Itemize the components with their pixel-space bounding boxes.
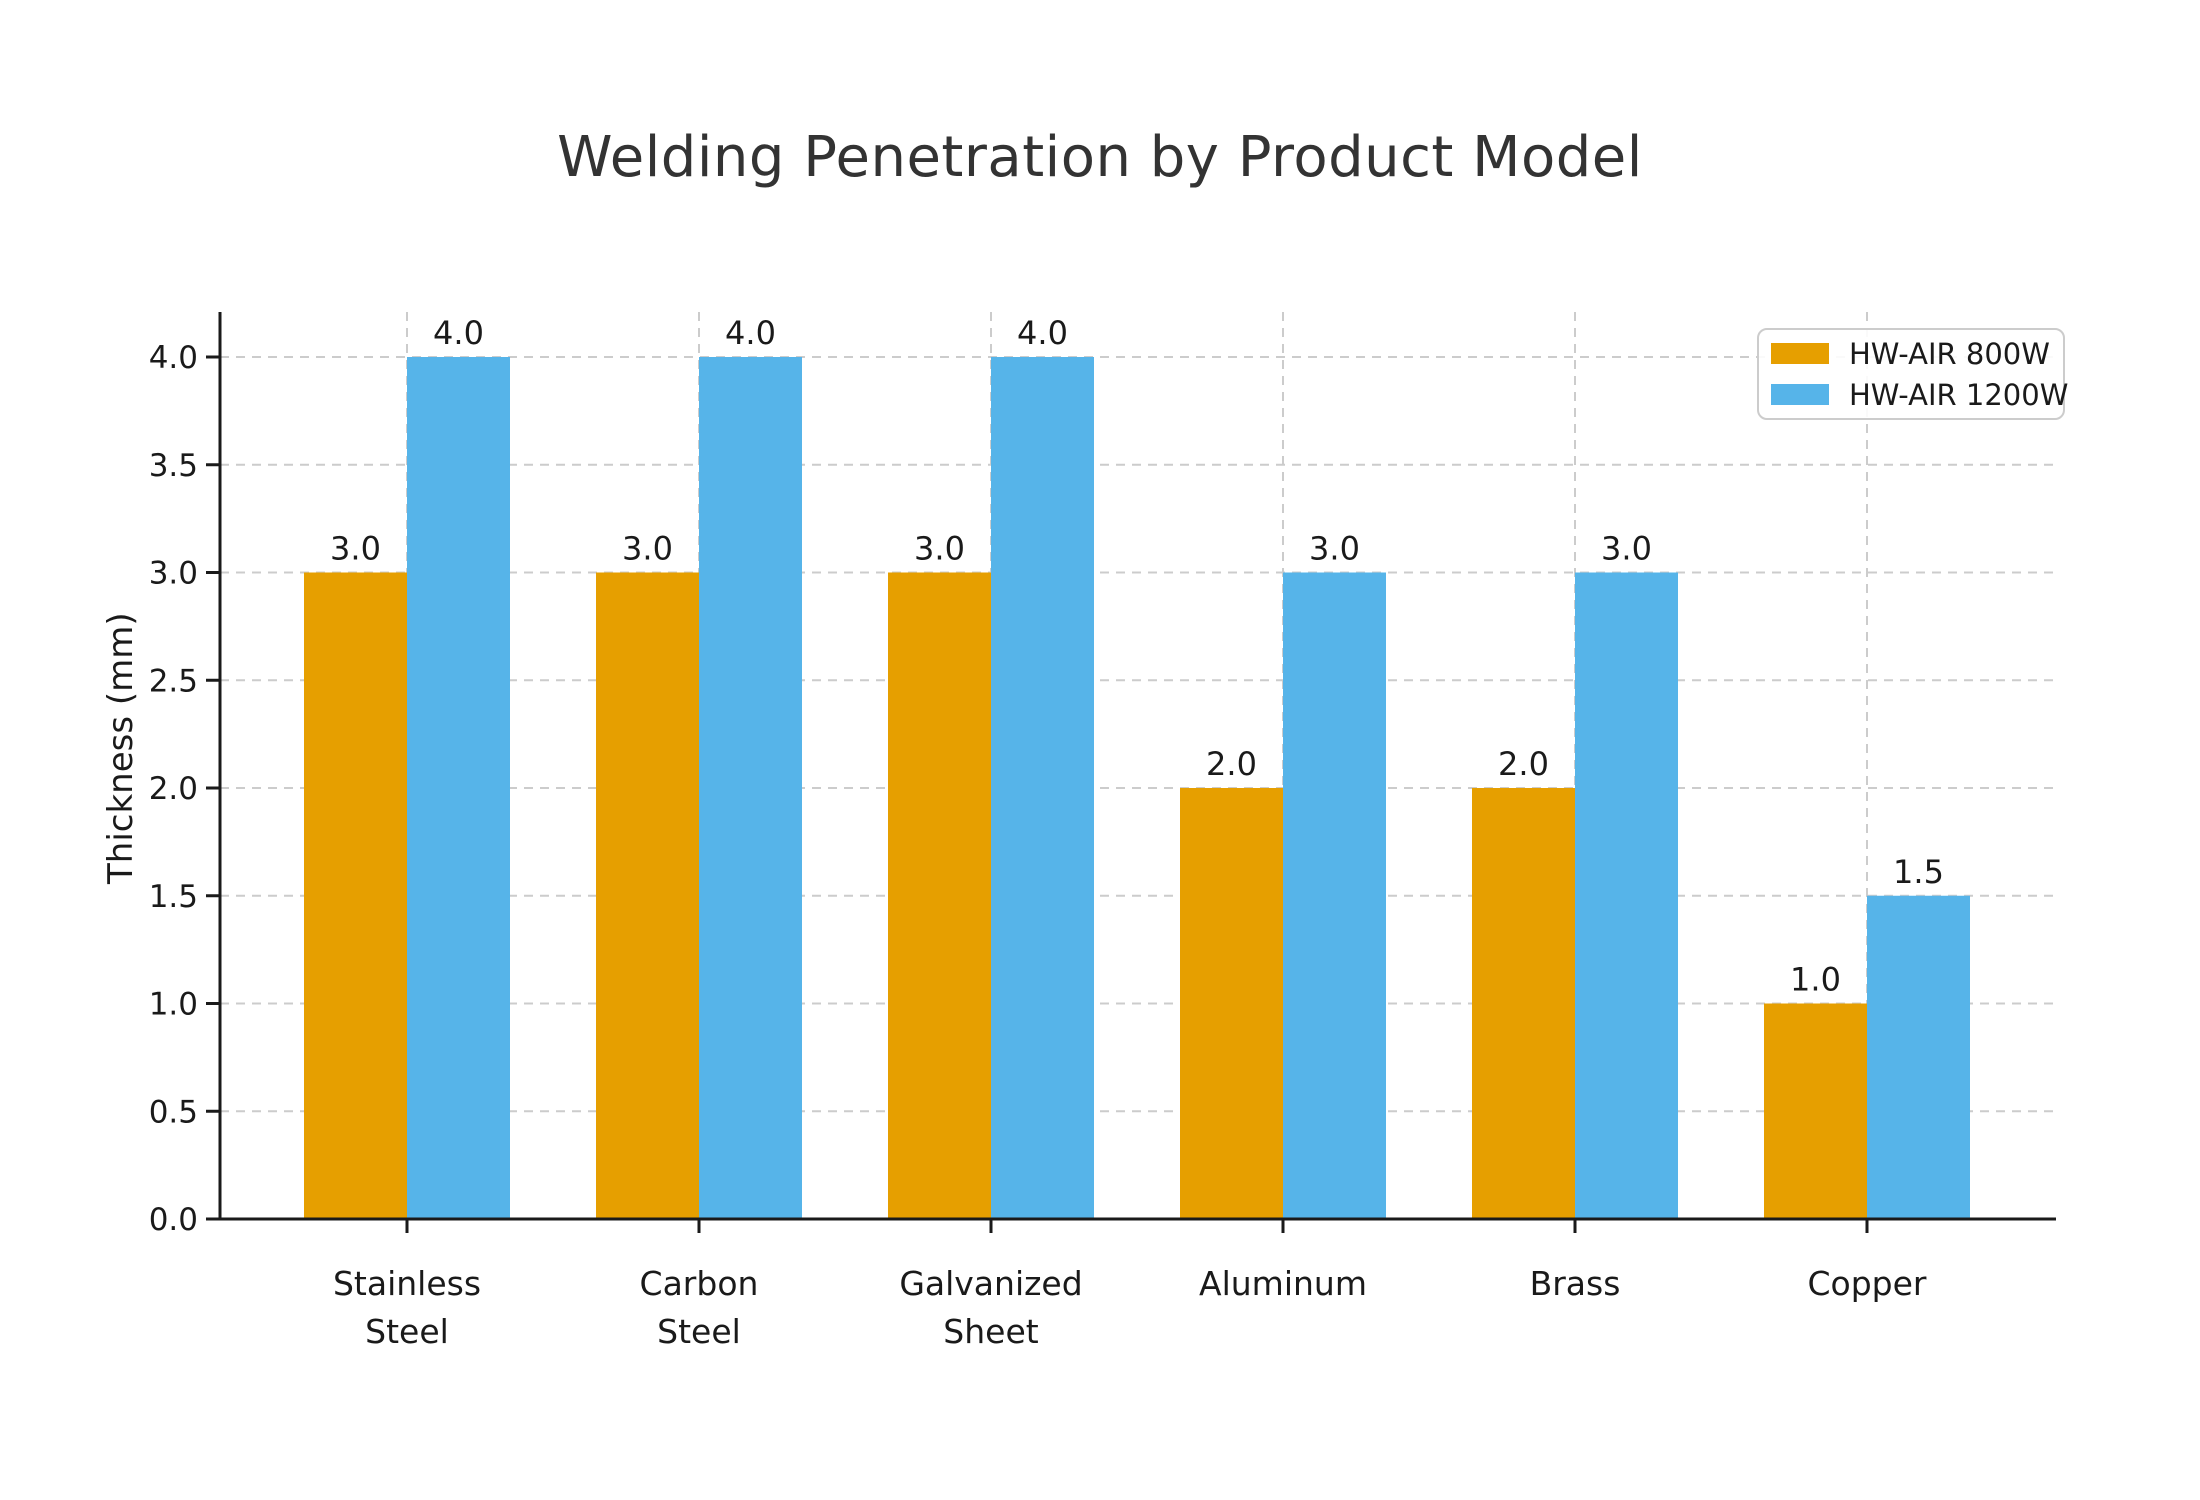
bar-series2 (1867, 895, 1970, 1219)
bar-value-label: 4.0 (433, 314, 484, 352)
x-category-label: Carbon Steel (640, 1264, 759, 1351)
bar-value-label: 3.0 (914, 530, 965, 568)
legend-label-800w: HW-AIR 800W (1849, 336, 2050, 371)
x-category-label: Galvanized Sheet (899, 1264, 1082, 1351)
legend-item-hw-air-1200w: HW-AIR 1200W (1771, 377, 2068, 412)
legend: HW-AIR 800W HW-AIR 1200W (1757, 328, 2068, 420)
bar-value-label: 2.0 (1498, 745, 1549, 783)
y-tick-label: 2.0 (149, 771, 198, 807)
bar-value-label: 1.0 (1790, 961, 1841, 999)
bar-value-label: 3.0 (622, 530, 673, 568)
bar-value-label: 3.0 (330, 530, 381, 568)
bar-series1 (1472, 788, 1575, 1219)
bar-series2 (1283, 572, 1386, 1219)
y-tick-label: 0.0 (149, 1202, 198, 1238)
bar-series1 (1764, 1003, 1867, 1219)
y-tick-label: 3.5 (149, 448, 198, 484)
bar-value-label: 4.0 (725, 314, 776, 352)
bar-series2 (1575, 572, 1678, 1219)
bar-value-label: 2.0 (1206, 745, 1257, 783)
legend-swatch-1200w (1771, 384, 1829, 405)
bar-series2 (407, 357, 510, 1219)
y-tick-label: 0.5 (149, 1094, 198, 1130)
x-category-label: Copper (1808, 1264, 1927, 1303)
bar-series1 (1180, 788, 1283, 1219)
bar-value-label: 1.5 (1893, 853, 1944, 891)
legend-label-1200w: HW-AIR 1200W (1849, 377, 2069, 412)
bar-series1 (304, 572, 407, 1219)
y-tick-label: 2.5 (149, 663, 198, 699)
bar-series2 (699, 357, 802, 1219)
bar-series2 (991, 357, 1094, 1219)
y-tick-label: 1.0 (149, 987, 198, 1023)
x-category-label: Brass (1530, 1264, 1621, 1303)
legend-item-hw-air-800w: HW-AIR 800W (1771, 336, 2051, 371)
bar-value-label: 4.0 (1017, 314, 1068, 352)
bar-value-label: 3.0 (1601, 530, 1652, 568)
bar-series1 (596, 572, 699, 1219)
y-tick-label: 4.0 (149, 340, 198, 376)
bar-series1 (888, 572, 991, 1219)
y-tick-label: 1.5 (149, 879, 198, 915)
x-category-label: Stainless Steel (333, 1264, 481, 1351)
y-tick-label: 3.0 (149, 556, 198, 592)
bar-value-label: 3.0 (1309, 530, 1360, 568)
legend-swatch-800w (1771, 343, 1829, 364)
x-category-label: Aluminum (1199, 1264, 1367, 1303)
chart-title: Welding Penetration by Product Model (557, 125, 1643, 190)
